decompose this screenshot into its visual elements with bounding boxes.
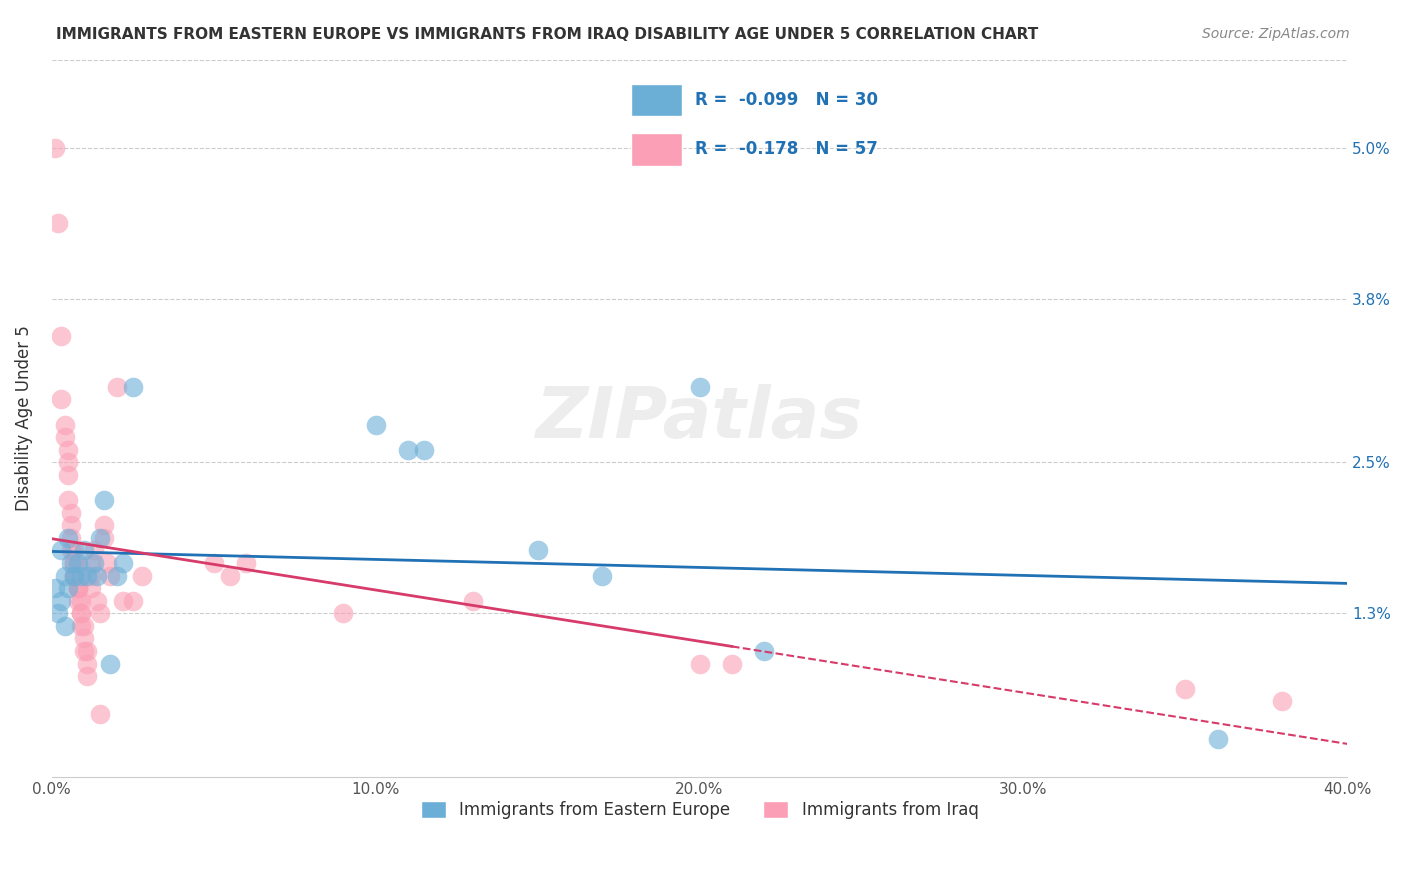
Immigrants from Eastern Europe bbox=[396, 442, 419, 457]
Immigrants from Iraq bbox=[63, 556, 86, 570]
Immigrants from Iraq bbox=[66, 593, 89, 607]
Immigrants from Iraq bbox=[105, 380, 128, 394]
Immigrants from Iraq bbox=[53, 417, 76, 432]
Immigrants from Iraq bbox=[70, 619, 93, 633]
Immigrants from Iraq bbox=[73, 619, 96, 633]
Immigrants from Iraq bbox=[332, 607, 354, 621]
Immigrants from Iraq bbox=[44, 141, 66, 155]
Immigrants from Eastern Europe bbox=[591, 568, 613, 582]
Immigrants from Eastern Europe bbox=[53, 568, 76, 582]
Text: R =  -0.178   N = 57: R = -0.178 N = 57 bbox=[695, 141, 877, 159]
Immigrants from Iraq bbox=[66, 581, 89, 595]
Text: R =  -0.099   N = 30: R = -0.099 N = 30 bbox=[695, 91, 877, 109]
Immigrants from Iraq bbox=[76, 657, 98, 671]
Immigrants from Iraq bbox=[721, 657, 744, 671]
Text: IMMIGRANTS FROM EASTERN EUROPE VS IMMIGRANTS FROM IRAQ DISABILITY AGE UNDER 5 CO: IMMIGRANTS FROM EASTERN EUROPE VS IMMIGR… bbox=[56, 27, 1039, 42]
Immigrants from Iraq bbox=[66, 581, 89, 595]
Immigrants from Eastern Europe bbox=[526, 543, 548, 558]
Immigrants from Iraq bbox=[131, 568, 153, 582]
Immigrants from Eastern Europe bbox=[89, 531, 111, 545]
Immigrants from Iraq bbox=[79, 556, 101, 570]
Immigrants from Eastern Europe bbox=[689, 380, 711, 394]
Immigrants from Iraq bbox=[98, 568, 121, 582]
Immigrants from Iraq bbox=[60, 518, 83, 533]
Immigrants from Eastern Europe bbox=[73, 543, 96, 558]
Immigrants from Eastern Europe bbox=[70, 568, 93, 582]
Legend: Immigrants from Eastern Europe, Immigrants from Iraq: Immigrants from Eastern Europe, Immigran… bbox=[413, 795, 986, 826]
Immigrants from Iraq bbox=[63, 543, 86, 558]
Immigrants from Eastern Europe bbox=[413, 442, 436, 457]
Immigrants from Iraq bbox=[1271, 694, 1294, 708]
Immigrants from Iraq bbox=[83, 543, 105, 558]
Immigrants from Iraq bbox=[76, 669, 98, 683]
Immigrants from Eastern Europe bbox=[121, 380, 143, 394]
Immigrants from Eastern Europe bbox=[111, 556, 134, 570]
Immigrants from Eastern Europe bbox=[105, 568, 128, 582]
Immigrants from Iraq bbox=[46, 216, 69, 230]
Immigrants from Iraq bbox=[121, 593, 143, 607]
Immigrants from Eastern Europe bbox=[86, 568, 108, 582]
Immigrants from Iraq bbox=[63, 556, 86, 570]
Immigrants from Iraq bbox=[60, 543, 83, 558]
Immigrants from Iraq bbox=[86, 593, 108, 607]
Immigrants from Iraq bbox=[96, 556, 118, 570]
Immigrants from Iraq bbox=[79, 581, 101, 595]
Immigrants from Iraq bbox=[56, 467, 79, 482]
Immigrants from Iraq bbox=[53, 430, 76, 444]
Immigrants from Iraq bbox=[70, 593, 93, 607]
Immigrants from Eastern Europe bbox=[1206, 732, 1229, 747]
Text: ZIPatlas: ZIPatlas bbox=[536, 384, 863, 453]
Immigrants from Eastern Europe bbox=[76, 568, 98, 582]
Immigrants from Eastern Europe bbox=[63, 568, 86, 582]
Immigrants from Iraq bbox=[111, 593, 134, 607]
Immigrants from Iraq bbox=[689, 657, 711, 671]
Immigrants from Eastern Europe bbox=[364, 417, 387, 432]
Immigrants from Iraq bbox=[73, 632, 96, 646]
Immigrants from Iraq bbox=[51, 392, 73, 407]
Immigrants from Eastern Europe bbox=[44, 581, 66, 595]
Immigrants from Iraq bbox=[73, 644, 96, 658]
Immigrants from Eastern Europe bbox=[51, 543, 73, 558]
FancyBboxPatch shape bbox=[631, 84, 682, 116]
Immigrants from Eastern Europe bbox=[51, 593, 73, 607]
Immigrants from Iraq bbox=[89, 607, 111, 621]
Immigrants from Iraq bbox=[89, 706, 111, 721]
Immigrants from Eastern Europe bbox=[56, 581, 79, 595]
Immigrants from Eastern Europe bbox=[53, 619, 76, 633]
Immigrants from Iraq bbox=[70, 607, 93, 621]
Immigrants from Iraq bbox=[1174, 681, 1197, 696]
Immigrants from Iraq bbox=[461, 593, 484, 607]
Y-axis label: Disability Age Under 5: Disability Age Under 5 bbox=[15, 326, 32, 511]
Immigrants from Iraq bbox=[79, 568, 101, 582]
Immigrants from Iraq bbox=[76, 644, 98, 658]
Immigrants from Eastern Europe bbox=[56, 531, 79, 545]
Immigrants from Eastern Europe bbox=[83, 556, 105, 570]
Immigrants from Eastern Europe bbox=[60, 556, 83, 570]
Immigrants from Iraq bbox=[66, 581, 89, 595]
Immigrants from Iraq bbox=[93, 531, 115, 545]
Immigrants from Iraq bbox=[60, 506, 83, 520]
Immigrants from Iraq bbox=[56, 493, 79, 508]
Immigrants from Iraq bbox=[60, 531, 83, 545]
Immigrants from Iraq bbox=[63, 568, 86, 582]
Immigrants from Iraq bbox=[219, 568, 242, 582]
Immigrants from Iraq bbox=[56, 455, 79, 469]
Immigrants from Eastern Europe bbox=[98, 657, 121, 671]
Immigrants from Iraq bbox=[202, 556, 225, 570]
Immigrants from Iraq bbox=[93, 518, 115, 533]
Text: Source: ZipAtlas.com: Source: ZipAtlas.com bbox=[1202, 27, 1350, 41]
Immigrants from Eastern Europe bbox=[93, 493, 115, 508]
Immigrants from Eastern Europe bbox=[46, 607, 69, 621]
Immigrants from Iraq bbox=[235, 556, 257, 570]
Immigrants from Eastern Europe bbox=[754, 644, 776, 658]
FancyBboxPatch shape bbox=[631, 134, 682, 166]
Immigrants from Iraq bbox=[70, 607, 93, 621]
Immigrants from Iraq bbox=[51, 329, 73, 343]
Immigrants from Eastern Europe bbox=[66, 556, 89, 570]
Immigrants from Iraq bbox=[63, 568, 86, 582]
Immigrants from Iraq bbox=[56, 442, 79, 457]
